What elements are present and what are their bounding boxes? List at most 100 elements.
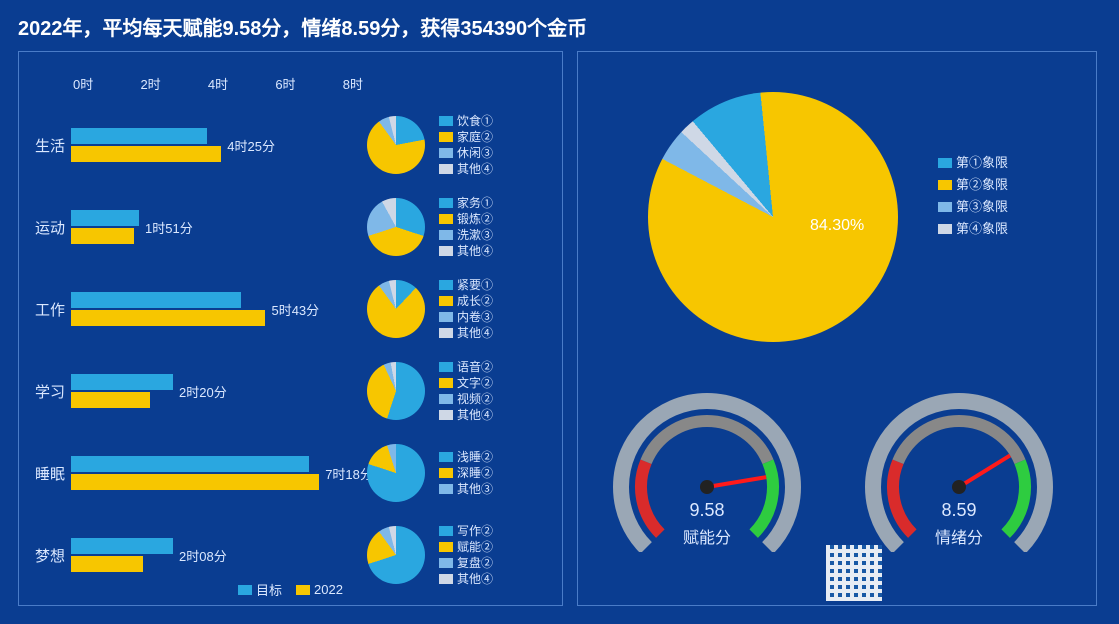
mini-pie: [367, 444, 425, 502]
legend-item: 第④象限: [938, 218, 1008, 240]
bar-value-text: 2时20分: [179, 382, 227, 401]
legend-item: 内卷③: [439, 309, 493, 325]
legend-item: 深睡②: [439, 465, 493, 481]
legend-swatch: [439, 246, 453, 256]
legend-swatch: [938, 158, 952, 168]
legend-item: 其他④: [439, 325, 493, 341]
mini-pie-row: 饮食①家庭②休闲③其他④: [367, 104, 493, 186]
mini-pie-row: 语音②文字②视频②其他④: [367, 350, 493, 432]
panels: 0时2时4时6时8时 生活4时25分运动1时51分工作5时43分学习2时20分睡…: [18, 51, 1101, 606]
legend-item: 目标: [238, 580, 282, 599]
legend-swatch: [938, 180, 952, 190]
x-tick: 0时: [73, 74, 93, 93]
x-tick: 4时: [208, 74, 228, 93]
legend-label: 第③象限: [956, 196, 1008, 218]
legend-swatch: [439, 296, 453, 306]
legend-item: 赋能②: [439, 539, 493, 555]
legend-item: 洗漱③: [439, 227, 493, 243]
gauge-name: 情绪分: [854, 524, 1064, 548]
legend-swatch: [439, 558, 453, 568]
bar-row: 生活4时25分: [29, 104, 359, 186]
legend-swatch: [238, 585, 252, 595]
legend-label: 家务①: [457, 195, 493, 211]
bar-rows: 生活4时25分运动1时51分工作5时43分学习2时20分睡眠7时18分梦想2时0…: [29, 104, 359, 596]
legend-label: 饮食①: [457, 113, 493, 129]
legend-swatch: [938, 202, 952, 212]
legend-swatch: [938, 224, 952, 234]
legend-swatch: [439, 526, 453, 536]
gauge-value: 9.58: [602, 500, 812, 521]
mini-pie: [367, 526, 425, 584]
legend-label: 内卷③: [457, 309, 493, 325]
bar-target: [71, 538, 173, 554]
x-tick: 2时: [140, 74, 160, 93]
legend-swatch: [439, 198, 453, 208]
mini-pie-row: 家务①锻炼②洗漱③其他④: [367, 186, 493, 268]
legend-label: 其他④: [457, 325, 493, 341]
legend-swatch: [439, 410, 453, 420]
legend-item: 第③象限: [938, 196, 1008, 218]
legend-item: 写作②: [439, 523, 493, 539]
legend-label: 复盘②: [457, 555, 493, 571]
x-axis: 0时 2时 4时 6时 8时: [73, 74, 363, 93]
legend-label: 2022: [314, 582, 343, 597]
legend-swatch: [296, 585, 310, 595]
right-panel: 84.30% 第①象限第②象限第③象限第④象限 9.58赋能分8.59情绪分: [577, 51, 1097, 606]
bar-actual: [71, 228, 134, 244]
bar-target: [71, 292, 241, 308]
mini-pie-legend: 家务①锻炼②洗漱③其他④: [439, 195, 493, 259]
bar-row: 运动1时51分: [29, 186, 359, 268]
mini-pie: [367, 116, 425, 174]
legend-swatch: [439, 312, 453, 322]
bar-target: [71, 374, 173, 390]
legend-swatch: [439, 214, 453, 224]
bar-actual: [71, 392, 150, 408]
left-panel: 0时2时4时6时8时 生活4时25分运动1时51分工作5时43分学习2时20分睡…: [18, 51, 563, 606]
row-label: 睡眠: [29, 463, 71, 484]
legend-item: 家庭②: [439, 129, 493, 145]
legend-swatch: [439, 164, 453, 174]
legend-label: 浅睡②: [457, 449, 493, 465]
legend-label: 赋能②: [457, 539, 493, 555]
row-label: 生活: [29, 135, 71, 156]
legend-label: 锻炼②: [457, 211, 493, 227]
big-pie: 84.30%: [648, 92, 898, 342]
legend-label: 其他④: [457, 407, 493, 423]
x-tick: 8时: [343, 74, 363, 93]
mini-pie: [367, 198, 425, 256]
legend-label: 语音②: [457, 359, 493, 375]
bar-actual: [71, 474, 319, 490]
legend-swatch: [439, 280, 453, 290]
legend-swatch: [439, 116, 453, 126]
legend-item: 锻炼②: [439, 211, 493, 227]
legend-label: 文字②: [457, 375, 493, 391]
legend-item: 成长②: [439, 293, 493, 309]
legend-label: 洗漱③: [457, 227, 493, 243]
legend-swatch: [439, 378, 453, 388]
legend-swatch: [439, 148, 453, 158]
bar-target: [71, 210, 139, 226]
gauge-name: 赋能分: [602, 524, 812, 548]
legend-item: 浅睡②: [439, 449, 493, 465]
mini-pie-row: 紧要①成长②内卷③其他④: [367, 268, 493, 350]
legend-label: 家庭②: [457, 129, 493, 145]
mini-pie-row: 浅睡②深睡②其他③: [367, 432, 493, 514]
page-title: 2022年，平均每天赋能9.58分，情绪8.59分，获得354390个金币: [18, 12, 1101, 41]
bar-value-text: 5时43分: [271, 300, 319, 319]
legend-label: 第②象限: [956, 174, 1008, 196]
legend-label: 第①象限: [956, 152, 1008, 174]
legend-item: 文字②: [439, 375, 493, 391]
legend-item: 休闲③: [439, 145, 493, 161]
mini-pie-legend: 紧要①成长②内卷③其他④: [439, 277, 493, 341]
x-tick: 6时: [275, 74, 295, 93]
mini-pie-legend: 浅睡②深睡②其他③: [439, 449, 493, 497]
legend-label: 第④象限: [956, 218, 1008, 240]
mini-pies: 饮食①家庭②休闲③其他④家务①锻炼②洗漱③其他④紧要①成长②内卷③其他④语音②文…: [367, 104, 493, 596]
bar-legend: 目标 2022: [19, 580, 562, 599]
legend-item: 家务①: [439, 195, 493, 211]
mini-pie: [367, 362, 425, 420]
mini-pie-legend: 饮食①家庭②休闲③其他④: [439, 113, 493, 177]
bar-actual: [71, 146, 221, 162]
row-label: 学习: [29, 381, 71, 402]
mini-pie-legend: 写作②赋能②复盘②其他④: [439, 523, 493, 587]
